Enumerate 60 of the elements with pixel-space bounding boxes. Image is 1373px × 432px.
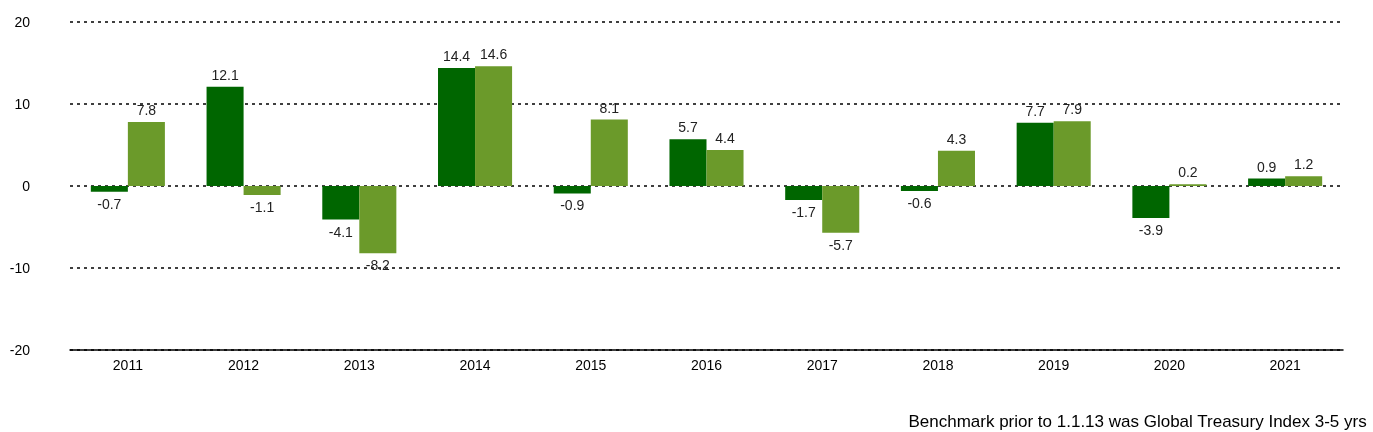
data-label: 0.9: [1256, 158, 1277, 175]
data-label: -1.1: [250, 199, 275, 216]
data-label: 0.2: [1178, 164, 1198, 181]
data-label: 7.7: [1025, 102, 1046, 119]
x-tick-label: 2021: [1269, 357, 1301, 373]
data-label: 7.9: [1062, 101, 1083, 118]
data-label: 8.1: [599, 99, 620, 116]
bar: [1053, 121, 1091, 186]
y-tick-label: 10: [14, 96, 31, 112]
data-label: 4.4: [715, 129, 735, 146]
data-label: 12.1: [211, 66, 239, 83]
y-tick-label: -20: [9, 342, 31, 358]
bar: [1132, 186, 1170, 218]
x-tick-label: 2020: [1153, 357, 1186, 373]
bar: [900, 186, 938, 191]
bar: [1285, 176, 1323, 186]
bar: [322, 186, 360, 220]
data-label: 5.7: [678, 119, 698, 136]
text: Benchmark prior to 1.1.13 was Global Treasury Index 3-5 yrs: [908, 412, 1367, 431]
data-label: -8.2: [365, 257, 391, 274]
bar: [706, 149, 744, 186]
data-label: -0.7: [97, 195, 122, 212]
bar: [438, 67, 476, 186]
y-tick-label: -10: [9, 260, 31, 276]
data-label: 4.3: [946, 130, 967, 147]
bar: [590, 119, 628, 186]
bar: [822, 186, 860, 233]
bar: [669, 139, 707, 186]
data-label: -4.1: [328, 223, 354, 240]
x-tick-label: 2012: [228, 357, 260, 373]
bar: [553, 186, 591, 194]
bar: [243, 186, 281, 196]
data-label: -0.6: [907, 194, 932, 211]
x-tick-label: 2011: [112, 357, 144, 373]
data-label: 1.2: [1293, 156, 1314, 173]
data-label: -0.9: [560, 197, 585, 214]
data-label: 14.4: [442, 47, 471, 64]
bar: [475, 66, 513, 186]
data-label: 7.8: [136, 102, 157, 119]
bar: [785, 186, 823, 200]
bar: [206, 86, 244, 186]
y-tick-label: 20: [14, 14, 31, 30]
x-tick-label: 2016: [690, 357, 723, 373]
bar: [1248, 178, 1286, 186]
x-tick-label: 2015: [575, 357, 607, 373]
x-tick-label: 2017: [806, 357, 839, 373]
x-tick-label: 2018: [922, 357, 954, 373]
x-tick-label: 2014: [459, 357, 491, 373]
x-tick-label: 2019: [1038, 357, 1070, 373]
data-label: -3.9: [1138, 221, 1164, 238]
data-label: 14.6: [479, 46, 508, 63]
data-label: -5.7: [828, 236, 854, 253]
bar: [90, 186, 128, 192]
x-tick-label: 2013: [343, 357, 376, 373]
y-tick-label: 0: [22, 178, 31, 194]
data-label: -1.7: [791, 203, 816, 220]
bar: [127, 122, 165, 186]
bar: [359, 186, 397, 254]
bar: [937, 150, 975, 186]
bar: [1016, 122, 1054, 186]
